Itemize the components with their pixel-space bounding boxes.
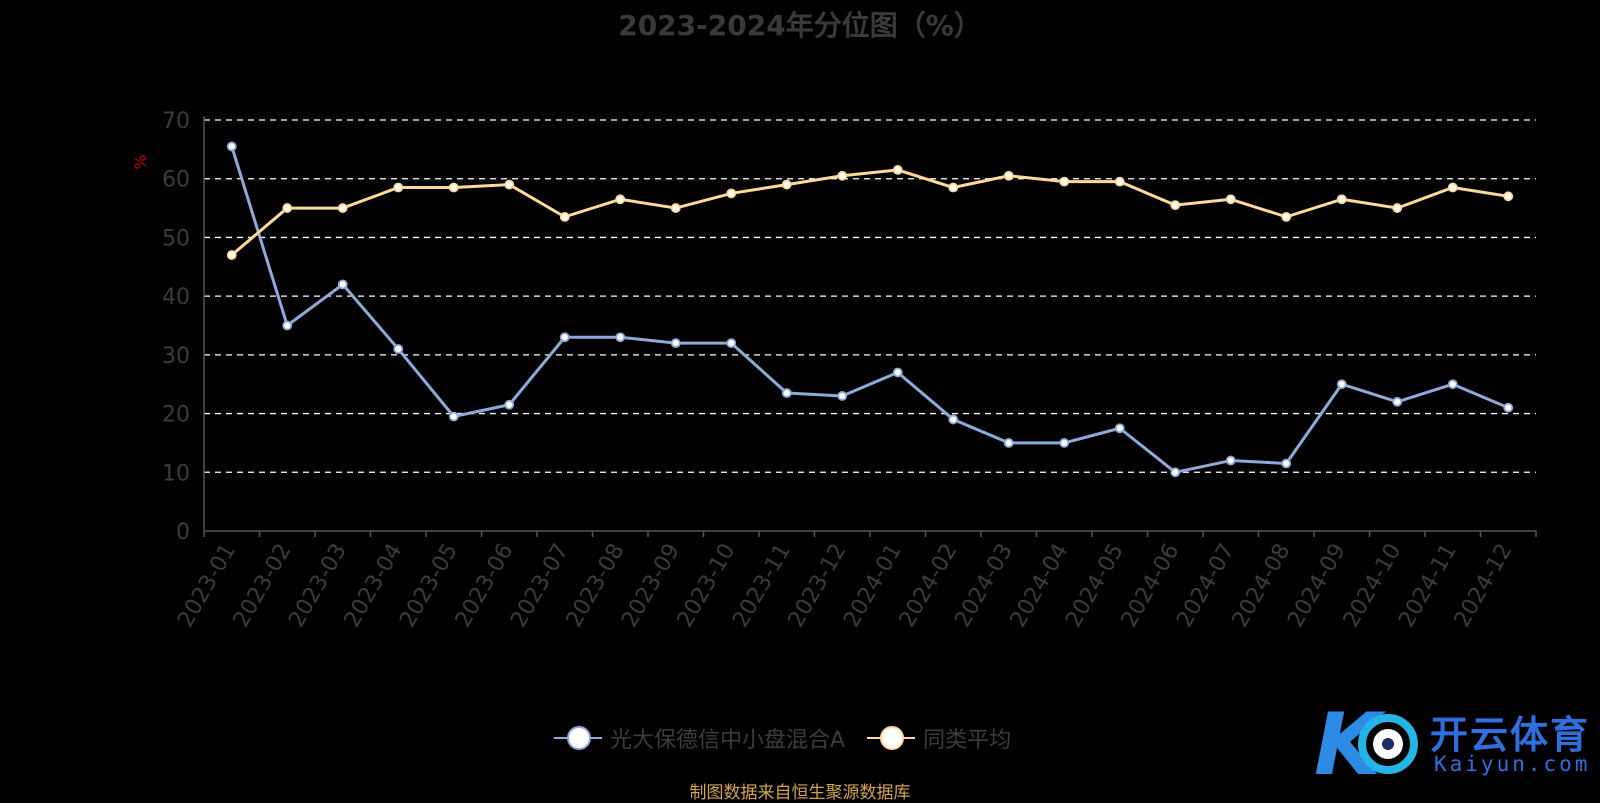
data-point	[1059, 176, 1070, 187]
legend-item-series-a[interactable]: 光大保德信中小盘混合A	[554, 722, 845, 754]
data-point	[1503, 402, 1514, 413]
data-point	[393, 344, 404, 354]
data-point	[393, 182, 404, 193]
data-point	[1059, 438, 1070, 448]
data-source-note: 制图数据来自恒生聚源数据库	[689, 783, 911, 803]
legend-swatch-series-a	[554, 725, 602, 751]
data-point	[282, 203, 293, 213]
data-point	[504, 179, 515, 190]
data-point	[1225, 455, 1236, 466]
data-point	[1392, 203, 1403, 213]
series-line	[230, 145, 1509, 474]
data-point	[837, 391, 848, 401]
gridlines	[204, 119, 1536, 473]
data-point	[1336, 379, 1347, 390]
data-point	[948, 182, 959, 193]
data-point	[559, 211, 570, 222]
legend-item-series-b[interactable]: 同类平均	[867, 722, 1011, 754]
data-point	[1503, 191, 1514, 202]
series-a	[226, 141, 1514, 478]
data-point	[1003, 170, 1014, 181]
data-point	[781, 179, 792, 190]
tick-labels: 010203040506070%2023-012023-022023-03202…	[131, 109, 1517, 632]
legend-swatch-series-b	[867, 725, 916, 751]
data-point	[448, 182, 459, 193]
data-point	[1447, 182, 1458, 193]
logo-domain: Kaiyun.com	[1434, 752, 1591, 776]
data-point	[837, 170, 848, 181]
y-tick-label: 40	[162, 285, 190, 310]
data-point	[1225, 194, 1236, 205]
kaiyun-logo-mark-icon: K	[1314, 695, 1418, 795]
data-point	[948, 414, 959, 425]
data-point	[892, 367, 903, 378]
legend[interactable]: 光大保德信中小盘混合A 同类平均	[554, 718, 1033, 758]
data-point	[559, 332, 570, 343]
y-tick-label: 50	[162, 226, 190, 251]
data-point	[1003, 438, 1014, 448]
data-point	[1114, 423, 1125, 434]
y-tick-label: 20	[162, 403, 190, 428]
data-point	[781, 388, 792, 398]
data-point	[670, 338, 681, 349]
y-tick-label: 60	[162, 168, 190, 193]
y-tick-label: 10	[162, 461, 190, 486]
data-point	[1281, 458, 1292, 469]
data-point	[892, 165, 903, 175]
y-tick-label: 30	[162, 344, 190, 369]
data-point	[282, 320, 293, 331]
kaiyun-logo: K 开云体育 Kaiyun.com	[1312, 695, 1592, 795]
data-point	[226, 141, 237, 152]
series-b	[226, 165, 1514, 260]
data-point	[726, 188, 737, 199]
data-point	[1336, 194, 1347, 205]
logo-name: 开云体育	[1430, 713, 1591, 757]
y-tick-label: 0	[176, 520, 190, 545]
data-point	[1392, 396, 1403, 407]
chart-title: 2023-2024年分位图（%）	[618, 9, 982, 42]
data-point	[1114, 176, 1125, 187]
data-point	[615, 332, 626, 343]
legend-label-series-a: 光大保德信中小盘混合A	[610, 728, 846, 753]
data-point	[1447, 379, 1458, 390]
data-point	[615, 194, 626, 205]
data-point	[670, 203, 681, 213]
legend-label-series-b: 同类平均	[923, 728, 1012, 753]
data-point	[1281, 211, 1292, 222]
series-lines	[226, 141, 1514, 478]
y-axis-label: %	[131, 154, 150, 169]
axes	[203, 116, 1537, 537]
data-point	[226, 250, 237, 260]
data-point	[448, 411, 459, 422]
data-point	[726, 338, 737, 349]
data-point	[504, 399, 515, 410]
y-tick-label: 70	[162, 109, 190, 134]
data-point	[1170, 467, 1181, 478]
data-point	[337, 279, 348, 290]
data-point	[337, 203, 348, 213]
data-point	[1170, 200, 1181, 211]
series-line	[230, 168, 1509, 257]
